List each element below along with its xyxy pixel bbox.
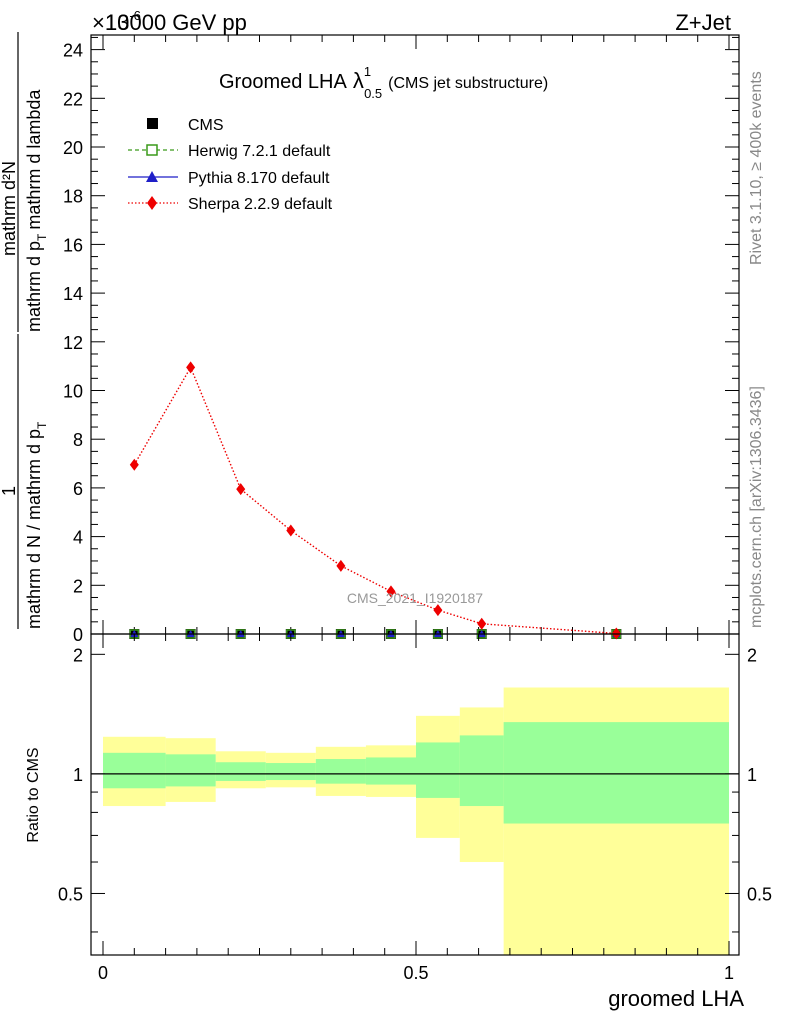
ratio-y-tick-label-right: 1 bbox=[747, 765, 757, 785]
ratio-y-tick-label-right: 0.5 bbox=[747, 884, 772, 904]
sherpa-point bbox=[477, 617, 487, 630]
ylabel-denominator-b: mathrm d pTmathrm d lambda bbox=[24, 89, 49, 332]
ratio-inner-band bbox=[103, 752, 166, 789]
sherpa-line bbox=[133, 365, 617, 635]
ratio-bands bbox=[103, 687, 729, 955]
sherpa-point bbox=[336, 559, 346, 572]
sherpa-point bbox=[186, 361, 196, 374]
sherpa-point bbox=[286, 524, 296, 537]
y-tick-label: 16 bbox=[63, 235, 83, 255]
x-tick-label: 1 bbox=[724, 963, 734, 983]
y-tick-label: 8 bbox=[73, 430, 83, 450]
y-tick-label: 18 bbox=[63, 187, 83, 207]
ratio-inner-band bbox=[365, 757, 416, 785]
exponent-label: ×10-6 bbox=[92, 8, 141, 35]
x-tick-label: 0 bbox=[98, 963, 108, 983]
ratio-y-tick-label: 0.5 bbox=[58, 884, 83, 904]
ratio-inner-band bbox=[215, 762, 266, 781]
analysis-watermark: CMS_2021_I1920187 bbox=[347, 590, 483, 606]
process-label: Z+Jet bbox=[675, 10, 731, 35]
rivet-label: Rivet 3.1.10, ≥ 400k events bbox=[748, 71, 765, 265]
ratio-y-label: Ratio to CMS bbox=[25, 747, 42, 842]
y-tick-label: 2 bbox=[73, 576, 83, 596]
ratio-inner-band bbox=[503, 722, 729, 824]
legend-label-herwig: Herwig 7.2.1 default bbox=[188, 143, 331, 160]
legend-marker-herwig bbox=[146, 144, 158, 156]
ylabel-denominator: mathrm d N / mathrm d pT bbox=[24, 421, 49, 629]
ratio-y-tick-label-right: 2 bbox=[747, 645, 757, 665]
sherpa-point bbox=[236, 483, 246, 496]
legend-label-sherpa: Sherpa 2.2.9 default bbox=[188, 196, 333, 213]
x-tick-label: 0.5 bbox=[403, 963, 428, 983]
main-y-axis-label: mathrm d N / mathrm d pT 1 mathrm d pTma… bbox=[0, 32, 49, 629]
y-tick-label: 14 bbox=[63, 284, 83, 304]
ratio-y-tick-label: 2 bbox=[73, 645, 83, 665]
legend-marker-cms bbox=[147, 118, 158, 129]
legend-entry-cms: CMS bbox=[147, 117, 224, 134]
ratio-y-axis: 0.5 0.5 1 1 2 2 bbox=[58, 645, 772, 933]
legend-entry-pythia: Pythia 8.170 default bbox=[128, 170, 330, 187]
y-tick-label: 12 bbox=[63, 333, 83, 353]
legend: CMS Herwig 7.2.1 default Pythia 8.170 de… bbox=[128, 117, 333, 213]
legend-label-pythia: Pythia 8.170 default bbox=[188, 170, 330, 187]
ratio-inner-band bbox=[416, 742, 460, 798]
y-tick-label: 22 bbox=[63, 89, 83, 109]
ratio-inner-band bbox=[315, 759, 366, 784]
energy-label: 13000 GeV pp bbox=[105, 10, 247, 35]
x-axis-label: groomed LHA bbox=[608, 986, 744, 1011]
chart-title: Groomed LHA λ1 0.5(CMS jet substructure) bbox=[219, 64, 548, 101]
x-axis: 0 0.5 1 bbox=[98, 634, 734, 983]
sherpa-point bbox=[129, 458, 139, 471]
ratio-inner-band bbox=[265, 763, 316, 781]
legend-entry-sherpa: Sherpa 2.2.9 default bbox=[128, 196, 333, 213]
legend-label-cms: CMS bbox=[188, 117, 224, 134]
mcplots-label: mcplots.cern.ch [arXiv:1306.3436] bbox=[748, 386, 765, 628]
ratio-panel: 0.5 0.51 12 2 0 0.5 1 Ratio to CMS groomed LH… bbox=[25, 633, 772, 1011]
legend-marker-sherpa bbox=[147, 196, 157, 210]
y-tick-label: 24 bbox=[63, 41, 83, 61]
y-tick-label: 4 bbox=[73, 528, 83, 548]
legend-entry-herwig: Herwig 7.2.1 default bbox=[128, 143, 331, 160]
ylabel-numerator: 1 bbox=[0, 486, 19, 496]
sherpa-point bbox=[386, 585, 396, 598]
ratio-inner-band bbox=[165, 754, 216, 787]
ratio-inner-band bbox=[459, 735, 504, 807]
legend-marker-pythia bbox=[146, 171, 158, 182]
y-tick-label: 20 bbox=[63, 138, 83, 158]
sherpa-point bbox=[433, 604, 443, 617]
ylabel-numerator-b: mathrm d²N bbox=[0, 161, 19, 256]
y-tick-label: 0 bbox=[73, 625, 83, 645]
ratio-y-tick-label: 1 bbox=[73, 765, 83, 785]
y-tick-label: 6 bbox=[73, 479, 83, 499]
y-tick-label: 10 bbox=[63, 382, 83, 402]
ratio-frame bbox=[90, 633, 740, 956]
